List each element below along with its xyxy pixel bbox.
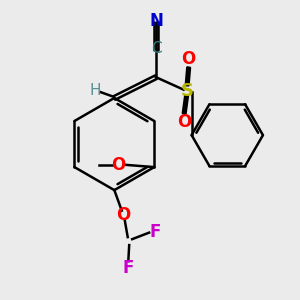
Text: O: O <box>111 156 126 174</box>
Text: O: O <box>182 50 196 68</box>
Text: H: H <box>89 83 101 98</box>
Text: S: S <box>181 82 194 100</box>
Text: F: F <box>150 223 161 241</box>
Text: F: F <box>122 259 134 277</box>
Text: C: C <box>151 41 161 56</box>
Text: O: O <box>116 206 130 224</box>
Text: O: O <box>177 113 191 131</box>
Text: N: N <box>149 12 163 30</box>
